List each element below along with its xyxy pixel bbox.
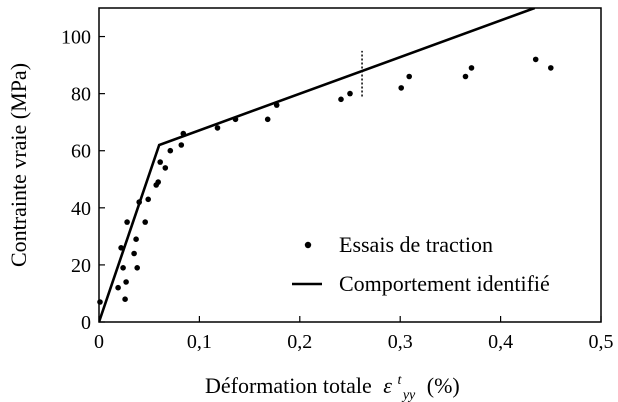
data-point (347, 90, 353, 97)
data-point (122, 296, 128, 303)
data-point (157, 159, 163, 165)
x-axis-title-text: Déformation totale (205, 373, 372, 398)
data-point (118, 245, 124, 251)
data-point (142, 219, 148, 225)
data-point (136, 199, 142, 205)
y-tick-label: 0 (81, 312, 91, 334)
x-axis-ticks: 0 0,1 0,2 0,3 0,4 0,5 (94, 316, 614, 353)
data-point (120, 265, 126, 271)
identified-behavior-line (99, 8, 536, 322)
y-axis-ticks: 0 20 40 60 80 100 (61, 27, 105, 334)
data-point (406, 73, 413, 80)
data-point (264, 116, 271, 123)
data-point (462, 73, 469, 80)
data-point (532, 56, 539, 63)
legend-label-essais: Essais de traction (339, 232, 493, 257)
x-tick-label: 0,1 (187, 331, 212, 353)
plot-frame (98, 7, 602, 323)
y-tick-label: 100 (61, 27, 91, 49)
data-point (167, 147, 174, 154)
y-tick-label: 60 (71, 141, 91, 163)
data-point (180, 130, 187, 137)
data-point (468, 65, 475, 71)
data-point (123, 279, 129, 285)
data-point (162, 165, 169, 171)
data-point (131, 250, 137, 257)
data-point (97, 299, 103, 305)
x-axis-title-sub: yy (401, 388, 416, 402)
y-tick-label: 80 (71, 84, 91, 106)
x-tick-label: 0,2 (287, 331, 312, 353)
data-point (134, 265, 140, 271)
y-tick-label: 20 (71, 255, 91, 277)
data-point (133, 236, 139, 242)
data-point (124, 219, 130, 225)
x-tick-label: 0,5 (589, 331, 614, 353)
x-axis-title-sup: t (397, 373, 402, 388)
x-tick-label: 0,4 (488, 331, 513, 353)
x-tick-label: 0,3 (388, 331, 413, 353)
data-point (232, 116, 239, 123)
data-point (338, 96, 344, 103)
data-point (178, 142, 185, 148)
data-point (145, 196, 151, 203)
legend-dot-marker (304, 241, 312, 249)
data-point (155, 179, 161, 185)
data-point (398, 85, 405, 91)
data-point (214, 125, 221, 131)
y-tick-label: 40 (71, 198, 91, 220)
data-point (548, 65, 554, 71)
legend-label-comportement: Comportement identifié (339, 271, 550, 296)
points-layer (97, 56, 554, 305)
x-tick-label: 0 (94, 331, 104, 353)
data-point (115, 284, 121, 291)
data-point (273, 102, 280, 108)
x-axis-title-symbol: ε (383, 373, 392, 398)
legend: Essais de traction Comportement identifi… (292, 232, 550, 296)
line-layer (99, 8, 536, 322)
x-axis-title: Déformation totale ε t yy (%) (205, 364, 460, 402)
y-axis-title: Contrainte vraie (MPa) (6, 63, 31, 267)
x-axis-title-unit: (%) (427, 373, 460, 398)
